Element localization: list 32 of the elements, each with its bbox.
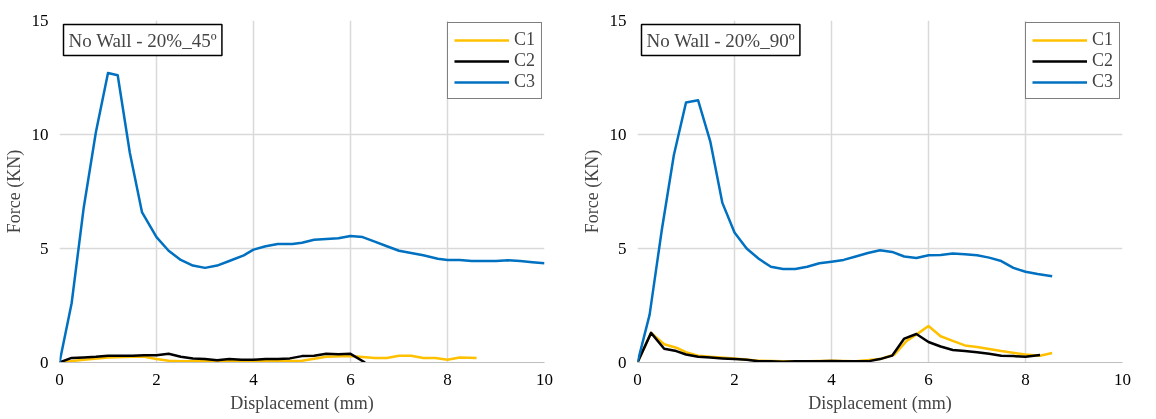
x-tick-label: 0 [55, 369, 64, 389]
x-tick-label: 10 [1114, 369, 1131, 389]
x-tick-label: 8 [443, 369, 452, 389]
x-tick-label: 6 [346, 369, 355, 389]
y-tick-label: 10 [31, 125, 49, 144]
legend-label: C2 [1091, 50, 1113, 71]
legend-label: C2 [513, 50, 535, 71]
x-axis-title: Displacement (mm) [808, 392, 952, 414]
legend-label: C1 [1091, 29, 1113, 50]
y-tick-label: 15 [609, 11, 627, 30]
legend-label: C3 [513, 71, 535, 92]
x-tick-label: 4 [827, 369, 837, 389]
x-tick-label: 2 [730, 369, 739, 389]
y-axis-title: Force (KN) [3, 149, 25, 234]
y-tick-label: 15 [31, 11, 49, 30]
text: No Wall - 20%_45º [68, 29, 217, 51]
y-tick-label: 0 [618, 353, 627, 372]
text: No Wall - 20%_90º [646, 29, 795, 51]
y-tick-label: 5 [618, 239, 627, 258]
y-axis-title: Force (KN) [581, 149, 603, 234]
x-axis-title: Displacement (mm) [230, 392, 374, 414]
x-tick-label: 6 [924, 369, 933, 389]
y-tick-label: 5 [40, 239, 49, 258]
x-tick-label: 8 [1021, 369, 1030, 389]
x-tick-label: 2 [152, 369, 161, 389]
legend-label: C3 [1091, 71, 1113, 92]
y-tick-label: 10 [609, 125, 627, 144]
x-tick-label: 4 [249, 369, 259, 389]
y-tick-label: 0 [40, 353, 49, 372]
legend-label: C1 [513, 29, 535, 50]
x-tick-label: 0 [633, 369, 642, 389]
x-tick-label: 10 [536, 369, 553, 389]
